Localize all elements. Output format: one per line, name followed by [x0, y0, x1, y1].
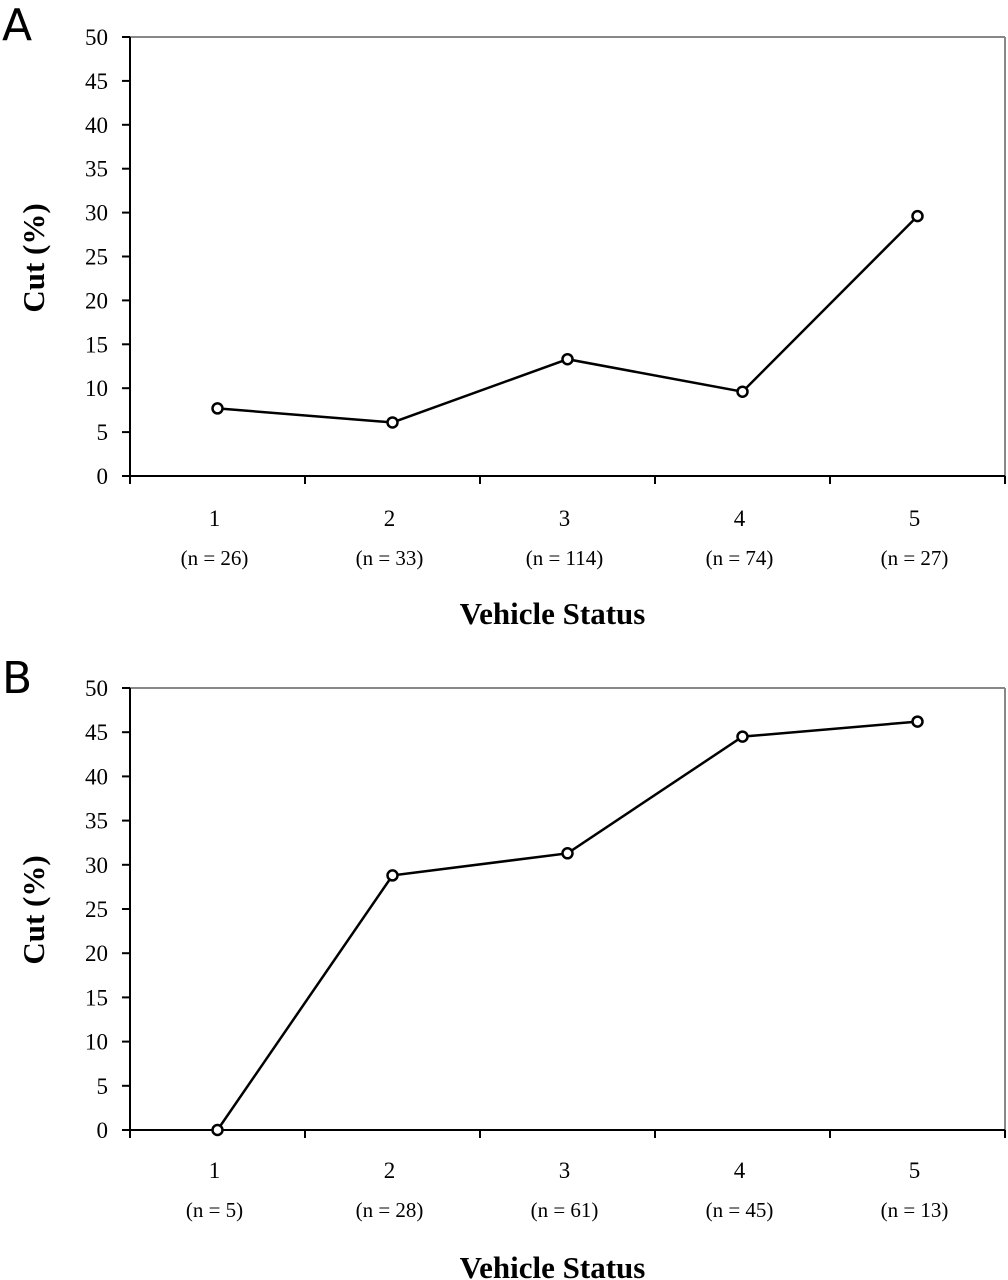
sample-size-label: (n = 33)	[356, 546, 424, 570]
sample-size-label: (n = 27)	[881, 546, 949, 570]
y-tick-label: 50	[85, 676, 108, 701]
sample-size-label: (n = 45)	[706, 1198, 774, 1222]
panel-letter: B	[2, 653, 32, 704]
x-tick-label: 4	[734, 506, 746, 531]
y-tick-label: 40	[85, 113, 108, 138]
series-line	[217, 215, 919, 424]
sample-size-label: (n = 61)	[531, 1198, 599, 1222]
x-tick-label: 5	[909, 1158, 921, 1183]
y-tick-label: 20	[85, 941, 108, 966]
data-point	[211, 1123, 224, 1137]
y-tick-label: 5	[97, 1074, 109, 1099]
data-point	[911, 209, 924, 223]
sample-size-label: (n = 114)	[526, 546, 604, 570]
y-tick-label: 10	[85, 1030, 108, 1055]
y-tick-label: 15	[85, 332, 108, 357]
sample-size-label: (n = 13)	[881, 1198, 949, 1222]
data-point	[736, 730, 749, 743]
y-tick-label: 10	[85, 376, 108, 401]
y-tick-label: 35	[85, 157, 108, 182]
y-tick-label: 30	[85, 853, 108, 878]
panel-letter: A	[2, 0, 32, 51]
x-tick-label: 1	[209, 506, 221, 531]
x-tick-label: 3	[559, 1158, 571, 1183]
data-point	[736, 385, 749, 398]
data-point	[561, 847, 574, 860]
sample-size-label: (n = 26)	[181, 546, 249, 570]
sample-size-label: (n = 74)	[706, 546, 774, 570]
y-tick-label: 45	[85, 720, 108, 745]
x-tick-label: 3	[559, 506, 571, 531]
data-point	[386, 869, 399, 882]
y-tick-label: 15	[85, 985, 108, 1010]
series-line	[216, 720, 918, 1131]
y-tick-label: 0	[97, 1118, 109, 1143]
y-tick-label: 30	[85, 201, 108, 226]
y-axis-title: Cut (%)	[16, 203, 51, 312]
sample-size-label: (n = 28)	[356, 1198, 424, 1222]
x-tick-label: 5	[909, 506, 921, 531]
x-axis-title: Vehicle Status	[460, 596, 646, 631]
y-tick-label: 45	[85, 69, 108, 94]
y-tick-label: 25	[85, 897, 108, 922]
y-tick-label: 40	[85, 764, 108, 789]
data-point	[911, 715, 924, 728]
x-tick-label: 4	[734, 1158, 746, 1183]
y-tick-label: 50	[85, 25, 108, 50]
x-tick-label: 2	[384, 1158, 396, 1183]
data-point	[386, 416, 399, 429]
data-point	[561, 352, 574, 366]
y-tick-label: 5	[97, 420, 109, 445]
sample-size-label: (n = 5)	[186, 1198, 243, 1222]
y-axis-title: Cut (%)	[16, 855, 51, 964]
y-tick-label: 35	[85, 809, 108, 834]
x-axis-title: Vehicle Status	[460, 1250, 646, 1280]
x-tick-label: 1	[209, 1158, 221, 1183]
y-tick-label: 25	[85, 245, 108, 270]
y-tick-label: 0	[97, 464, 109, 489]
y-tick-label: 20	[85, 288, 108, 313]
data-point	[211, 402, 224, 415]
x-tick-label: 2	[384, 506, 396, 531]
